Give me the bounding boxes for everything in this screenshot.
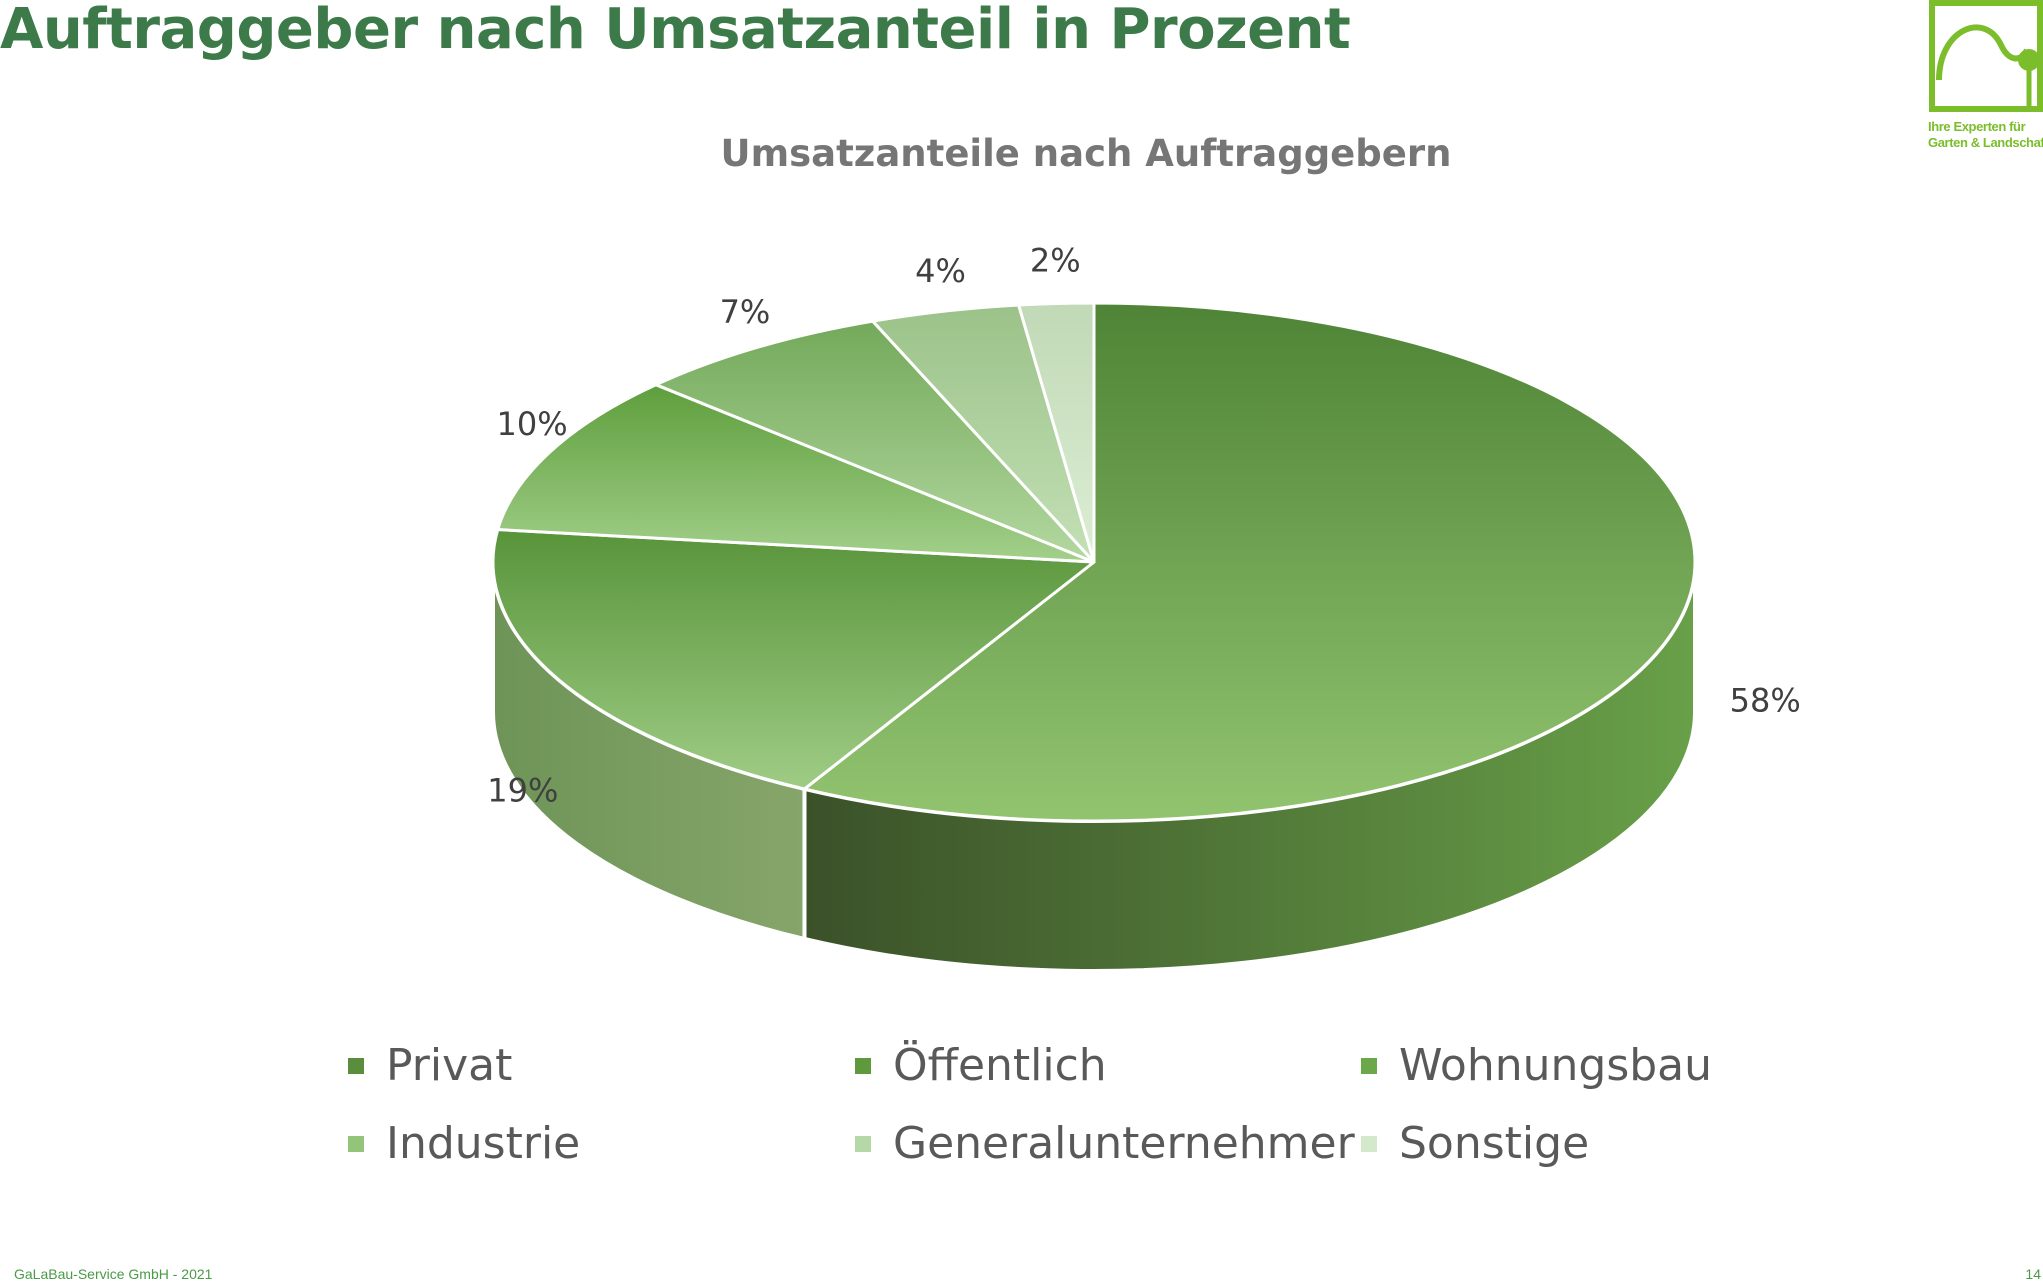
- logo-frame-icon: [1929, 0, 2043, 112]
- logo-tagline: Ihre Experten für Garten & Landschaft: [1928, 119, 2043, 151]
- data-label-generalunternehmer: 4%: [915, 252, 966, 290]
- pie-labels: 58% 19% 10% 7% 4% 2%: [487, 242, 1800, 810]
- data-label-sonstige: 2%: [1030, 242, 1081, 280]
- pie-top: [491, 301, 1697, 823]
- pie-slice-industrie: [654, 319, 1096, 564]
- pie-slice-sonstige: [1017, 301, 1096, 564]
- pie-slice-öffentlich: [491, 528, 1096, 791]
- slide-title: Auftraggeber nach Umsatzanteil in Prozen…: [0, 0, 1351, 62]
- data-label-privat: 58%: [1730, 681, 1801, 719]
- data-label-industrie: 7%: [720, 293, 771, 331]
- footer-company: GaLaBau-Service GmbH - 2021: [14, 1266, 213, 1282]
- logo-tagline-line2: Garten & Landschaft: [1928, 135, 2043, 150]
- pie-slice-privat: [802, 301, 1697, 823]
- pie-slice-wohnungsbau: [496, 383, 1096, 564]
- data-label-öffentlich: 19%: [487, 772, 558, 810]
- data-label-wohnungsbau: 10%: [497, 405, 568, 443]
- company-logo: Ihre Experten für Garten & Landschaft: [1926, 0, 2043, 160]
- page-number: 14: [2025, 1266, 2041, 1282]
- chart-title: Umsatzanteile nach Auftraggebern: [721, 132, 1452, 175]
- logo-tagline-line1: Ihre Experten für: [1928, 119, 2026, 134]
